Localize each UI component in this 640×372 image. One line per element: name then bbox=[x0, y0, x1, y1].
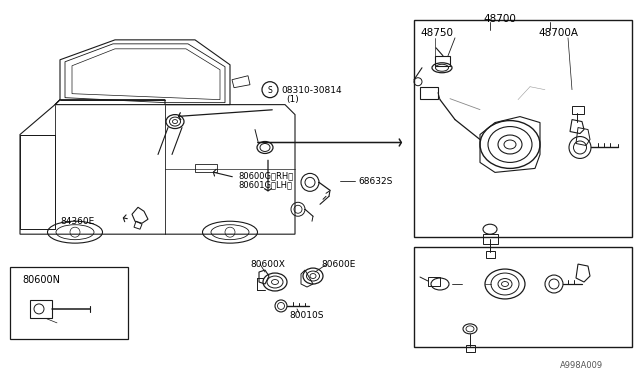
Text: 80600N: 80600N bbox=[22, 275, 60, 285]
Text: 48700: 48700 bbox=[484, 14, 516, 24]
Bar bbox=[466, 345, 475, 352]
Text: 08310-30814: 08310-30814 bbox=[281, 86, 342, 95]
Bar bbox=[572, 106, 584, 113]
Text: 68632S: 68632S bbox=[358, 177, 392, 186]
Bar bbox=[486, 251, 495, 258]
Bar bbox=[195, 164, 217, 172]
Bar bbox=[420, 87, 438, 99]
Text: 80600G〈RH〉: 80600G〈RH〉 bbox=[238, 171, 293, 180]
Bar bbox=[10, 267, 128, 339]
Text: A998A009: A998A009 bbox=[560, 361, 603, 370]
Text: (1): (1) bbox=[286, 94, 299, 104]
Text: 80600E: 80600E bbox=[321, 260, 355, 269]
Bar bbox=[414, 247, 632, 347]
Text: 80600X: 80600X bbox=[250, 260, 285, 269]
Text: 84360E: 84360E bbox=[61, 217, 95, 226]
Bar bbox=[30, 300, 52, 318]
Text: 48750: 48750 bbox=[420, 28, 453, 38]
Text: 48700A: 48700A bbox=[538, 28, 578, 38]
Bar bbox=[483, 234, 498, 244]
Bar bbox=[428, 277, 440, 286]
Text: 80601G〈LH〉: 80601G〈LH〉 bbox=[238, 180, 292, 189]
Text: S: S bbox=[268, 86, 273, 95]
Bar bbox=[435, 56, 450, 66]
Bar bbox=[414, 20, 632, 237]
Text: 80010S: 80010S bbox=[289, 311, 323, 320]
